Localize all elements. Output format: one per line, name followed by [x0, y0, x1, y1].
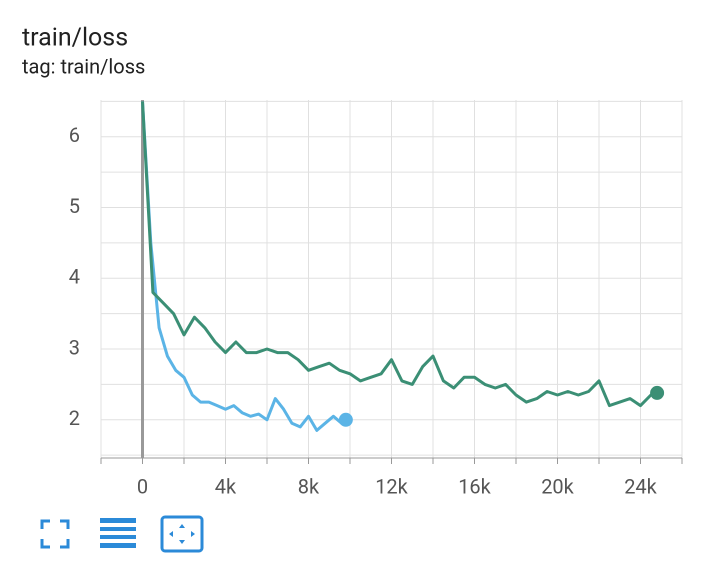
chart-subtitle: tag: train/loss: [22, 54, 145, 78]
plot-area: 2 3 4 5 6 0 4k 8k 12k 16k 20k 24k: [69, 100, 683, 498]
line-icon: [100, 535, 136, 539]
toggle-log-button[interactable]: [100, 518, 136, 548]
series-line: [141, 101, 658, 408]
line-icon: [100, 543, 136, 548]
end-point: [338, 412, 353, 427]
fullscreen-icon: [40, 519, 70, 549]
line-icon: [100, 518, 136, 523]
fit-arrows: [169, 524, 195, 544]
x-tick-label: 4k: [215, 474, 237, 498]
end-point: [650, 385, 665, 400]
fit-icon: [160, 515, 204, 553]
y-tick-label: 6: [69, 123, 80, 147]
x-tick-label: 12k: [375, 474, 408, 498]
fullscreen-button[interactable]: [40, 519, 70, 549]
x-tick-label: 24k: [624, 474, 657, 498]
series-line: [141, 101, 347, 432]
x-tick-label: 0: [137, 474, 148, 498]
chart-title: train/loss: [22, 24, 128, 53]
line-icon: [100, 527, 136, 531]
y-tick-label: 5: [69, 194, 80, 218]
y-tick-label: 4: [69, 265, 80, 289]
x-tick-label: 16k: [458, 474, 491, 498]
x-tick-label: 8k: [298, 474, 320, 498]
fit-domain-button[interactable]: [160, 515, 204, 553]
y-tick-label: 2: [69, 406, 80, 430]
x-tick-label: 20k: [541, 474, 574, 498]
y-tick-label: 3: [69, 335, 80, 359]
